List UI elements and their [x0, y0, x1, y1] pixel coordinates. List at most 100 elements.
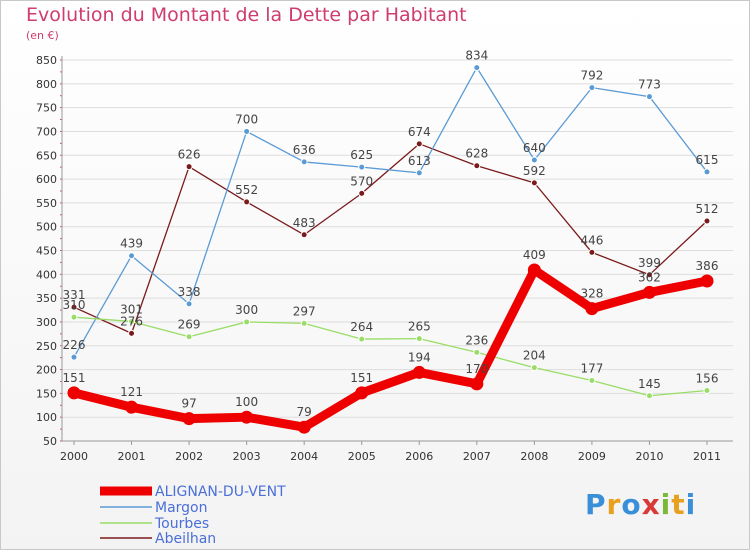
- chart-title: Evolution du Montant de la Dette par Hab…: [26, 4, 467, 26]
- data-label: 409: [523, 248, 546, 262]
- x-tick-label: 2011: [693, 450, 721, 463]
- data-point: [473, 348, 481, 356]
- data-label: 570: [350, 174, 373, 188]
- data-point: [70, 303, 78, 311]
- data-label: 399: [638, 256, 661, 270]
- data-point: [470, 377, 484, 391]
- data-label: 700: [235, 112, 258, 126]
- data-label: 386: [696, 259, 719, 273]
- data-label: 674: [408, 125, 431, 139]
- data-point: [473, 162, 481, 170]
- data-point: [358, 189, 366, 197]
- data-point: [355, 386, 369, 400]
- data-point: [125, 400, 139, 414]
- data-label: 628: [465, 147, 488, 161]
- x-tick-label: 2000: [60, 450, 88, 463]
- chart-unit-label: (en €): [26, 29, 59, 42]
- x-tick-label: 2010: [635, 450, 663, 463]
- data-label: 552: [235, 183, 258, 197]
- data-label: 773: [638, 78, 661, 92]
- x-tick-label: 2009: [578, 450, 606, 463]
- y-tick-label: 450: [36, 245, 57, 258]
- data-label: 512: [696, 202, 719, 216]
- data-point: [185, 300, 193, 308]
- data-label: 300: [235, 303, 258, 317]
- data-label: 297: [293, 304, 316, 318]
- y-tick-label: 200: [36, 364, 57, 377]
- data-point: [645, 392, 653, 400]
- data-point: [588, 84, 596, 92]
- legend-label: Abeilhan: [155, 531, 216, 547]
- data-point: [703, 387, 711, 395]
- data-point: [530, 364, 538, 372]
- data-label: 483: [293, 216, 316, 230]
- data-point: [243, 198, 251, 206]
- data-point: [240, 410, 254, 424]
- data-point: [700, 274, 714, 288]
- data-label: 177: [580, 362, 603, 376]
- data-point: [300, 231, 308, 239]
- data-label: 640: [523, 141, 546, 155]
- y-tick-label: 50: [43, 435, 57, 448]
- data-label: 626: [178, 148, 201, 162]
- data-label: 145: [638, 377, 661, 391]
- data-point: [703, 168, 711, 176]
- data-label: 204: [523, 349, 546, 363]
- data-label: 121: [120, 385, 143, 399]
- data-label: 625: [350, 148, 373, 162]
- x-tick-label: 2008: [520, 450, 548, 463]
- data-label: 264: [350, 320, 373, 334]
- data-point: [297, 420, 311, 434]
- data-label: 834: [465, 49, 488, 63]
- data-label: 310: [63, 298, 86, 312]
- x-tick-label: 2007: [463, 450, 491, 463]
- data-point: [415, 140, 423, 148]
- data-label: 265: [408, 320, 431, 334]
- data-label: 439: [120, 237, 143, 251]
- data-point: [70, 313, 78, 321]
- data-label: 276: [120, 314, 143, 328]
- x-tick-label: 2006: [405, 450, 433, 463]
- data-point: [588, 377, 596, 385]
- data-point: [415, 169, 423, 177]
- data-label: 79: [297, 405, 312, 419]
- legend-label: Tourbes: [154, 516, 209, 532]
- y-tick-label: 650: [36, 149, 57, 162]
- data-point: [358, 163, 366, 171]
- data-point: [473, 64, 481, 72]
- y-tick-label: 150: [36, 387, 57, 400]
- x-tick-label: 2004: [290, 450, 318, 463]
- data-point: [300, 158, 308, 166]
- data-point: [527, 263, 541, 277]
- x-tick-label: 2001: [118, 450, 146, 463]
- data-point: [300, 319, 308, 327]
- data-label: 100: [235, 395, 258, 409]
- data-label: 226: [63, 338, 86, 352]
- y-tick-label: 850: [36, 54, 57, 67]
- y-tick-label: 750: [36, 102, 57, 115]
- data-label: 269: [178, 318, 201, 332]
- data-point: [588, 248, 596, 256]
- series-line-0: [69, 265, 712, 432]
- data-point: [703, 217, 711, 225]
- data-point: [185, 333, 193, 341]
- x-tick-label: 2005: [348, 450, 376, 463]
- y-tick-label: 400: [36, 268, 57, 281]
- data-label: 636: [293, 143, 316, 157]
- data-point: [128, 317, 136, 325]
- data-label: 170: [465, 362, 488, 376]
- data-point: [70, 353, 78, 361]
- y-tick-label: 100: [36, 411, 57, 424]
- data-label: 97: [181, 397, 196, 411]
- legend-label: ALIGNAN-DU-VENT: [155, 484, 286, 500]
- series-line-2: [73, 316, 708, 397]
- data-point: [585, 302, 599, 316]
- data-point: [645, 93, 653, 101]
- data-point: [128, 252, 136, 260]
- data-label: 151: [350, 371, 373, 385]
- data-label: 446: [580, 233, 603, 247]
- data-point: [530, 156, 538, 164]
- data-point: [412, 365, 426, 379]
